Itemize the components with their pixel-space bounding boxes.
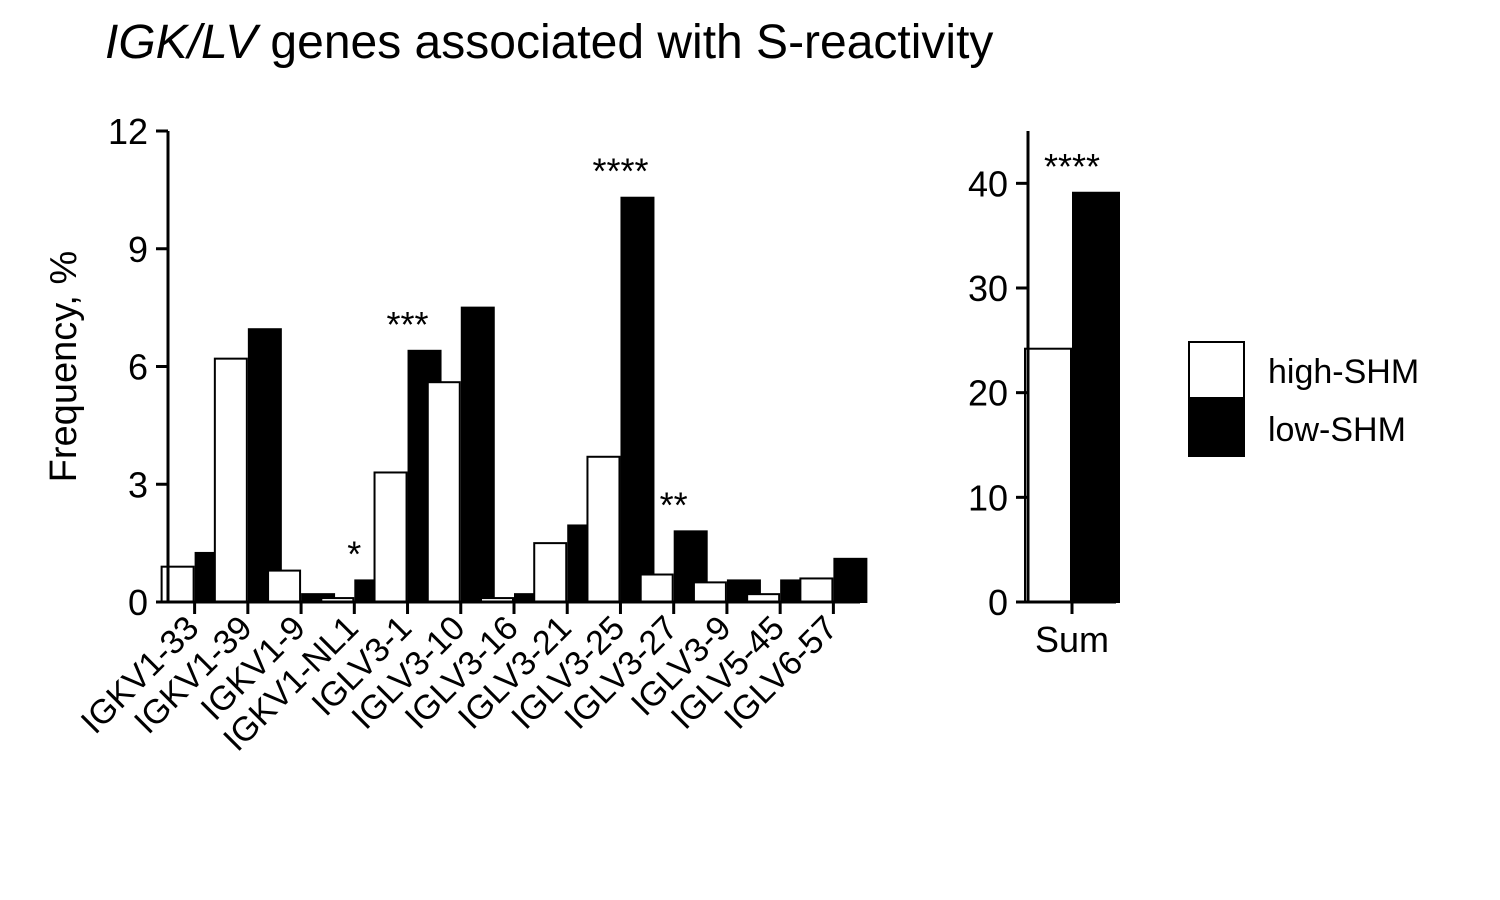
legend-swatch-low-SHM (1188, 399, 1245, 457)
significance-IGLV3-1: *** (387, 304, 429, 345)
y-tick-label-1-20: 20 (968, 373, 1008, 414)
bar-high-SHM-IGKV1-39 (213, 357, 248, 603)
bar-low-SHM-IGLV3-10 (460, 306, 495, 603)
chart-title: IGK/LV genes associated with S-reactivit… (105, 14, 993, 72)
y-axis-label: Frequency, % (43, 251, 85, 483)
bar-high-SHM-IGLV3-25 (586, 455, 621, 603)
bar-high-SHM-IGKV1-33 (160, 565, 195, 603)
y-tick-label-0-6: 6 (128, 347, 148, 388)
significance-Sum: **** (1044, 146, 1100, 187)
significance-IGKV1-NL1: * (347, 533, 361, 574)
chart-title-rest: genes associated with S-reactivity (257, 16, 994, 69)
significance-IGLV3-25: **** (592, 151, 648, 192)
legend-label-high-SHM: high-SHM (1268, 353, 1419, 391)
y-tick-label-0-12: 12 (108, 111, 148, 152)
y-tick-label-0-0: 0 (128, 582, 148, 623)
y-tick-label-1-30: 30 (968, 268, 1008, 309)
legend-swatch-high-SHM (1188, 341, 1245, 399)
bar-high-SHM-IGLV3-9 (692, 581, 727, 603)
y-tick-label-0-9: 9 (128, 229, 148, 270)
significance-IGLV3-27: ** (660, 484, 688, 525)
y-tick-label-1-40: 40 (968, 163, 1008, 204)
bar-high-SHM-IGLV3-21 (533, 542, 568, 603)
y-tick-label-1-10: 10 (968, 477, 1008, 518)
x-tick-label-Sum: Sum (1035, 619, 1109, 660)
bar-low-SHM-Sum (1072, 191, 1120, 603)
bar-low-SHM-IGLV6-57 (833, 557, 868, 604)
bar-low-SHM-IGKV1-39 (247, 328, 282, 603)
bar-high-SHM-IGLV6-57 (799, 577, 834, 604)
y-tick-label-0-3: 3 (128, 464, 148, 505)
bar-low-SHM-IGLV3-25 (620, 196, 655, 603)
legend-label-low-SHM: low-SHM (1268, 411, 1406, 449)
bar-high-SHM-IGLV3-27 (639, 573, 674, 604)
bar-high-SHM-Sum (1024, 347, 1072, 603)
y-tick-label-1-0: 0 (988, 582, 1008, 623)
bar-high-SHM-IGLV3-1 (373, 471, 408, 603)
chart-title-italic: IGK/LV (105, 16, 258, 69)
bar-high-SHM-IGLV3-10 (426, 381, 461, 604)
bar-high-SHM-IGKV1-9 (267, 569, 302, 603)
